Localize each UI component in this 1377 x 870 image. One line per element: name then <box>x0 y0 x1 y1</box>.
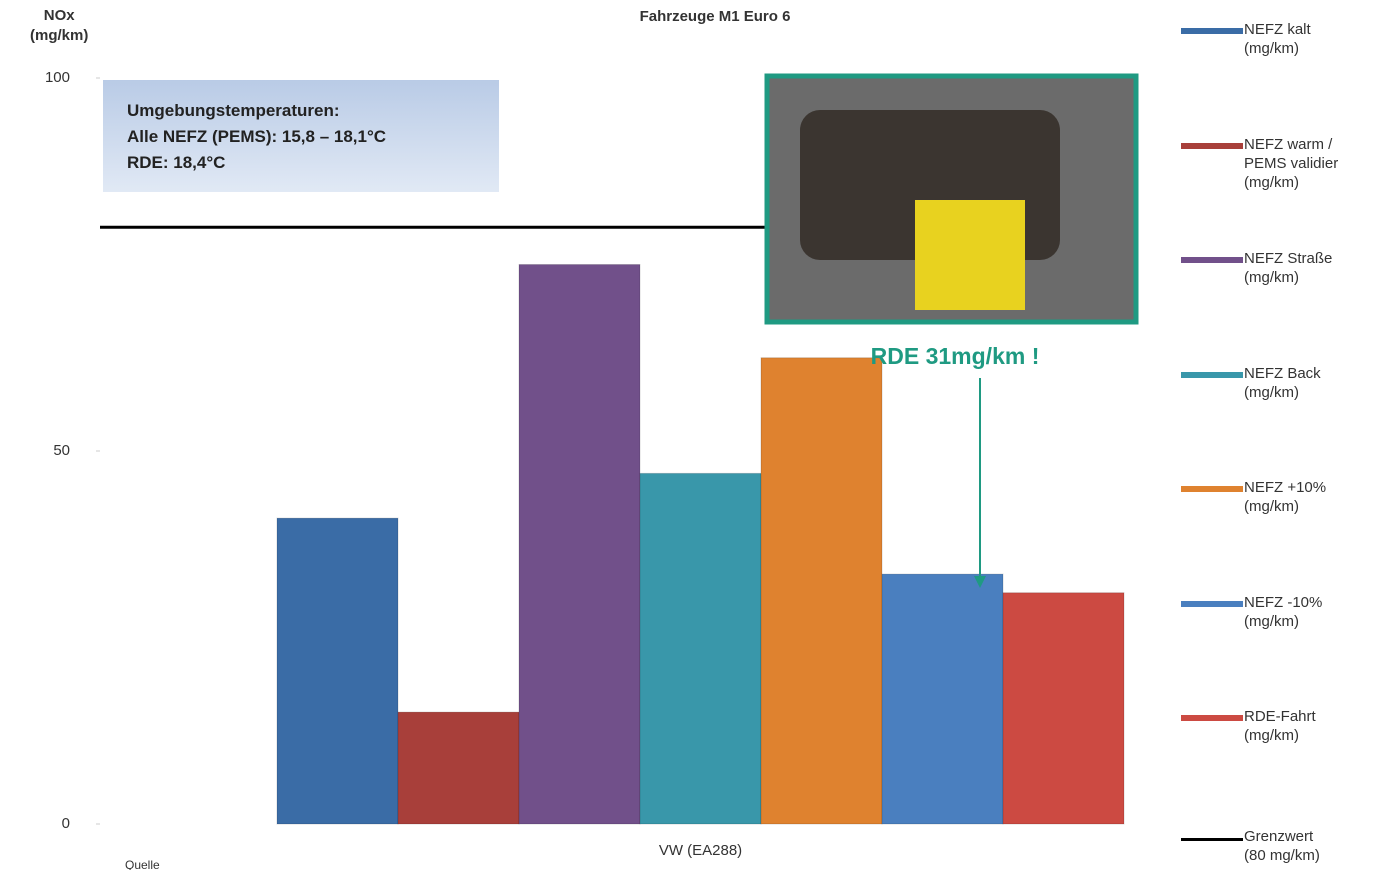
bar <box>518 264 641 825</box>
legend-swatch <box>1181 371 1243 378</box>
bar <box>397 711 520 825</box>
legend-swatch <box>1181 838 1243 841</box>
arrow-head <box>974 576 986 588</box>
bar <box>1002 592 1125 825</box>
legend-label: Grenzwert (80 mg/km) <box>1244 828 1320 864</box>
info-line: Umgebungstemperaturen: <box>127 101 340 120</box>
y-axis-label: NOx (mg/km) <box>30 7 89 44</box>
x-tick-label: VW (EA288) <box>659 842 742 859</box>
legend-label: NEFZ Back (mg/km) <box>1244 364 1321 401</box>
photo-device <box>915 200 1025 310</box>
source: Quelle <box>125 858 160 870</box>
legend-swatch <box>1181 715 1243 721</box>
y-tick-label: 100 <box>45 69 70 86</box>
legend-label: NEFZ +10% (mg/km) <box>1244 479 1327 515</box>
legend-swatch <box>1181 28 1243 34</box>
bar <box>760 357 883 825</box>
chart-title: Fahrzeuge M1 Euro 6 <box>640 8 791 25</box>
legend-label: NEFZ kalt (mg/km) <box>1244 21 1311 57</box>
info-line: RDE: 18,4°C <box>127 153 226 172</box>
y-tick-label: 0 <box>62 815 70 832</box>
legend-label: NEFZ -10% (mg/km) <box>1244 593 1323 630</box>
legend-swatch <box>1181 486 1243 492</box>
annotation: RDE 31mg/km ! <box>871 343 1040 369</box>
info-box: Umgebungstemperaturen: Alle NEFZ (PEMS):… <box>103 80 499 192</box>
info-line: Alle NEFZ (PEMS): 15,8 – 18,1°C <box>127 127 387 146</box>
bar <box>881 573 1004 825</box>
legend-swatch <box>1181 600 1243 607</box>
legend-label: NEFZ Straße (mg/km) <box>1244 250 1333 286</box>
legend-swatch <box>1181 142 1243 149</box>
bar <box>639 472 762 825</box>
bar <box>276 517 399 825</box>
legend-label: NEFZ warm / PEMS validier (mg/km) <box>1244 135 1339 191</box>
y-tick-label: 50 <box>53 442 70 459</box>
legend-swatch <box>1181 257 1243 263</box>
legend-label: RDE-Fahrt (mg/km) <box>1244 708 1316 744</box>
